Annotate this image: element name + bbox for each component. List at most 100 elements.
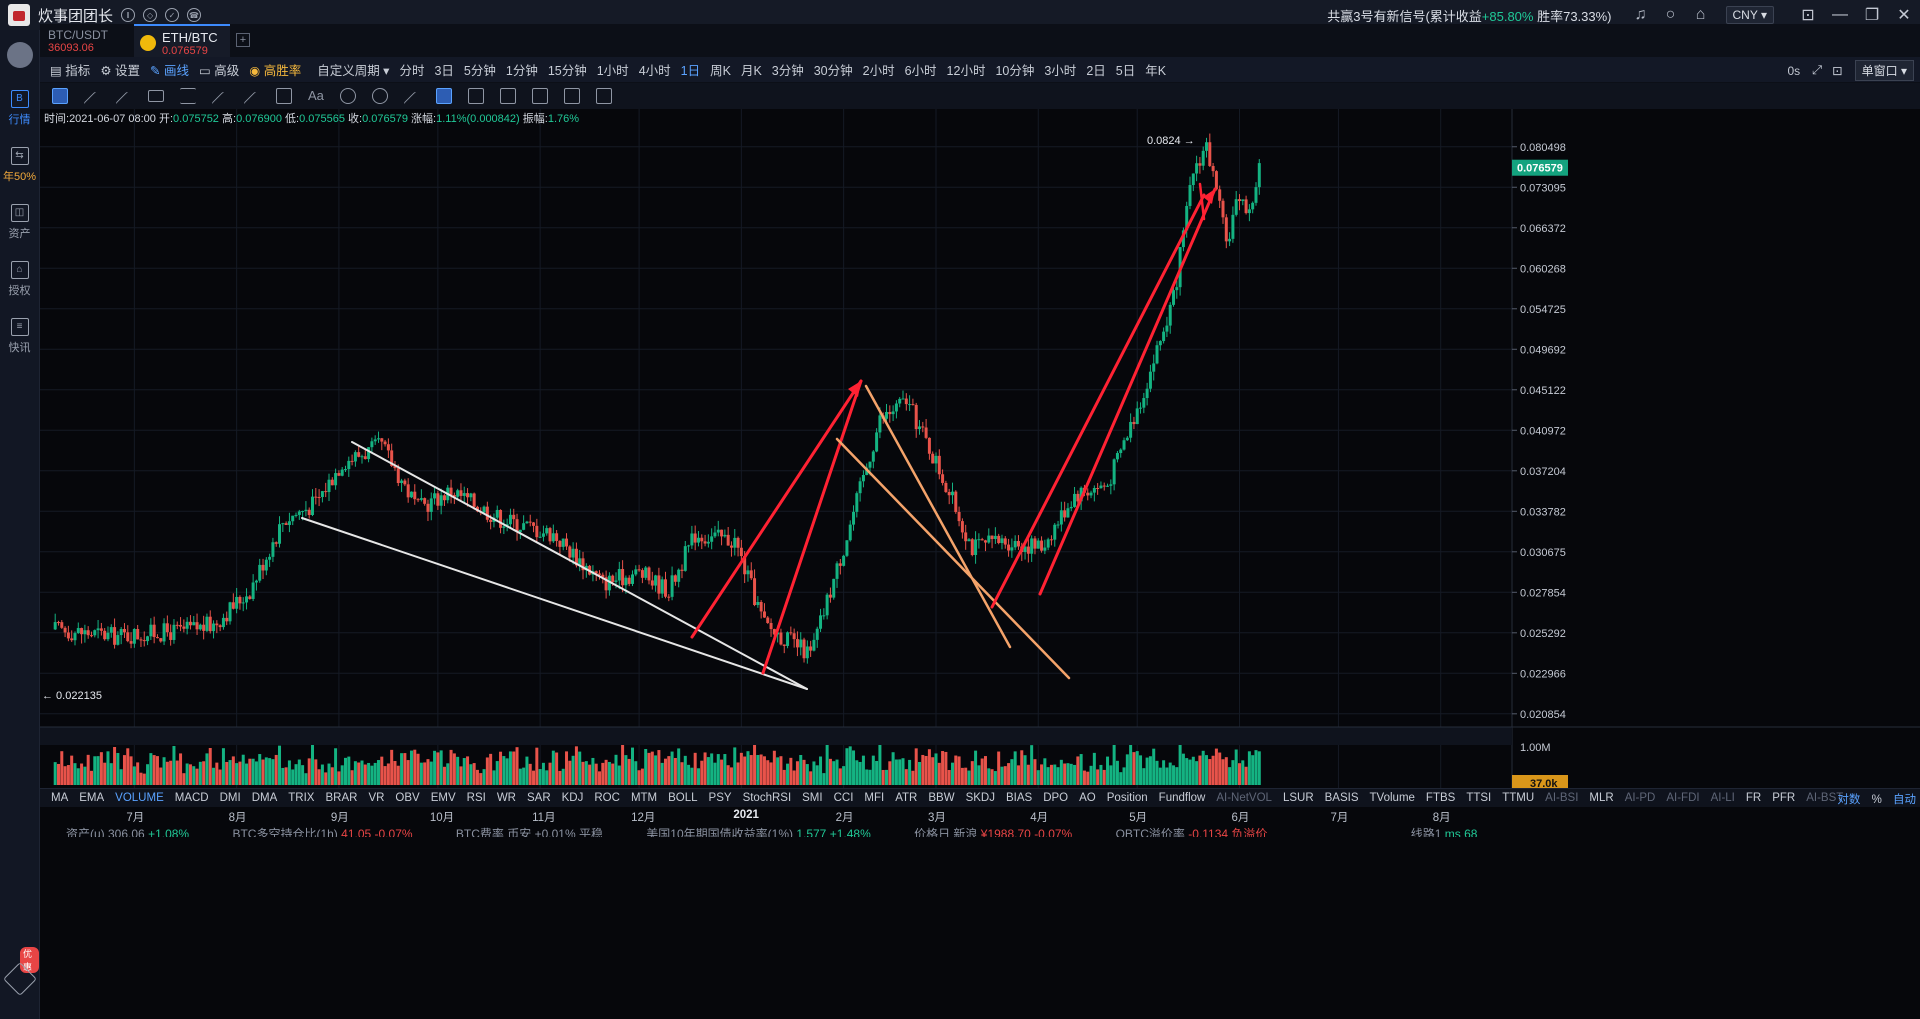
fib-tool-icon[interactable] bbox=[180, 88, 196, 104]
rectangle-tool-icon[interactable] bbox=[148, 90, 164, 102]
indicator-stochrsi[interactable]: StochRSI bbox=[742, 792, 792, 804]
period-18[interactable]: 5日 bbox=[1115, 64, 1136, 78]
period-19[interactable]: 年K bbox=[1145, 64, 1167, 78]
hide-drawings-icon[interactable] bbox=[372, 88, 388, 104]
indicator-volume[interactable]: VOLUME bbox=[115, 792, 164, 804]
winrate-button[interactable]: ◉ 高胜率 bbox=[249, 64, 302, 78]
indicator-vr[interactable]: VR bbox=[368, 792, 385, 804]
period-1[interactable]: 3日 bbox=[434, 64, 454, 78]
period-5[interactable]: 1小时 bbox=[596, 64, 629, 78]
period-6[interactable]: 4小时 bbox=[638, 64, 671, 78]
sidebar-item-assets[interactable]: ◫ 资产 bbox=[0, 204, 39, 241]
indicator-tvolume[interactable]: TVolume bbox=[1369, 792, 1415, 804]
text-tool-icon[interactable]: Aa bbox=[308, 88, 324, 103]
shirt-icon[interactable]: ⌂ bbox=[1695, 6, 1706, 23]
sidebar-item-auth[interactable]: ⌂ 授权 bbox=[0, 261, 39, 298]
indicator-dma[interactable]: DMA bbox=[251, 792, 278, 804]
indicator-roc[interactable]: ROC bbox=[594, 792, 620, 804]
wave-tool-icon[interactable] bbox=[211, 91, 229, 109]
sidebar-item-news[interactable]: ≡ 快讯 bbox=[0, 318, 39, 355]
indicator-position[interactable]: Position bbox=[1106, 792, 1148, 804]
indicator-dpo[interactable]: DPO bbox=[1043, 792, 1069, 804]
indicator-rsi[interactable]: RSI bbox=[466, 792, 486, 804]
indicator-ai-fdi[interactable]: AI-FDI bbox=[1666, 792, 1700, 804]
indicator-mtm[interactable]: MTM bbox=[630, 792, 658, 804]
fullscreen-icon[interactable]: ⊡ bbox=[1801, 7, 1815, 24]
indicator-skdj[interactable]: SKDJ bbox=[965, 792, 995, 804]
indicator-fr[interactable]: FR bbox=[1745, 792, 1762, 804]
period-4[interactable]: 15分钟 bbox=[547, 64, 587, 78]
pattern-tool-icon[interactable] bbox=[243, 91, 261, 109]
crosshair-tool-icon[interactable] bbox=[52, 88, 68, 104]
add-tab-button[interactable]: + bbox=[236, 33, 250, 47]
settings-button[interactable]: ⚙ 设置 bbox=[100, 64, 141, 78]
indicator-wr[interactable]: WR bbox=[496, 792, 516, 804]
copy-icon[interactable] bbox=[532, 88, 548, 104]
ticker-btc-rate[interactable]: BTC费率 币安 bbox=[455, 827, 532, 837]
measure-tool-icon[interactable] bbox=[276, 88, 292, 104]
period-8[interactable]: 周K bbox=[710, 64, 731, 78]
tab-btc-usdt[interactable]: BTC/USDT 36093.06 bbox=[40, 24, 134, 57]
period-9[interactable]: 月K bbox=[740, 64, 762, 78]
signal-notice[interactable]: 共赢3号有新信号(累计收益+85.80% 胜率73.33%) bbox=[1327, 6, 1611, 25]
price-chart[interactable]: 0.0824 →← 0.022135 VOLUMEVOLUME:36,986.7… bbox=[40, 109, 1920, 1019]
bell-icon[interactable]: ♫ bbox=[1634, 6, 1647, 23]
indicator-ai-bsi[interactable]: AI-BSI bbox=[1545, 792, 1579, 804]
indicator-atr[interactable]: ATR bbox=[895, 792, 918, 804]
period-10[interactable]: 3分钟 bbox=[771, 64, 804, 78]
candle-style-icon[interactable] bbox=[468, 88, 484, 104]
indicator-ttmu[interactable]: TTMU bbox=[1502, 792, 1535, 804]
window-mode-select[interactable]: 单窗口 ▾ bbox=[1854, 60, 1914, 81]
period-17[interactable]: 2日 bbox=[1086, 64, 1106, 78]
check-icon[interactable]: ✓ bbox=[165, 8, 180, 22]
ruler-tool-icon[interactable] bbox=[403, 91, 421, 109]
shield-icon[interactable]: ◇ bbox=[143, 8, 158, 22]
expand-icon[interactable]: ⤢ bbox=[1812, 63, 1823, 77]
period-0[interactable]: 分时 bbox=[399, 64, 425, 78]
lock-icon[interactable] bbox=[500, 88, 516, 104]
advanced-button[interactable]: ▭ 高级 bbox=[198, 64, 240, 78]
indicator-lsur[interactable]: LSUR bbox=[1282, 792, 1314, 804]
custom-period-select[interactable]: 自定义周期 ▾ bbox=[317, 64, 390, 78]
close-button[interactable]: ✕ bbox=[1897, 7, 1911, 24]
indicator-bbw[interactable]: BBW bbox=[928, 792, 955, 804]
indicator-ftbs[interactable]: FTBS bbox=[1425, 792, 1456, 804]
ticker-btc-ratio[interactable]: BTC多空持仓比(1h) bbox=[232, 827, 338, 837]
indicator-ai-pd[interactable]: AI-PD bbox=[1624, 792, 1656, 804]
indicator-mfi[interactable]: MFI bbox=[864, 792, 885, 804]
indicators-button[interactable]: ▤ 指标 bbox=[50, 64, 91, 78]
indicator-psy[interactable]: PSY bbox=[708, 792, 732, 804]
indicator-sar[interactable]: SAR bbox=[526, 792, 551, 804]
indicator-ma[interactable]: MA bbox=[51, 792, 69, 804]
indicator-trix[interactable]: TRIX bbox=[288, 792, 315, 804]
sidebar-logo-icon[interactable] bbox=[6, 42, 33, 68]
period-15[interactable]: 10分钟 bbox=[995, 64, 1035, 78]
period-11[interactable]: 30分钟 bbox=[813, 64, 853, 78]
indicator-pfr[interactable]: PFR bbox=[1772, 792, 1796, 804]
indicator-bias[interactable]: BIAS bbox=[1005, 792, 1033, 804]
indicator-dmi[interactable]: DMI bbox=[219, 792, 241, 804]
indicator-kdj[interactable]: KDJ bbox=[561, 792, 584, 804]
search-icon[interactable]: ○ bbox=[1665, 6, 1676, 23]
log-scale-toggle[interactable]: 对数 bbox=[1837, 794, 1861, 806]
indicator-mlr[interactable]: MLR bbox=[1589, 792, 1614, 804]
percent-scale-toggle[interactable]: % bbox=[1871, 794, 1882, 806]
indicator-ao[interactable]: AO bbox=[1079, 792, 1096, 804]
indicator-ai-netvol[interactable]: AI-NetVOL bbox=[1216, 792, 1272, 804]
period-2[interactable]: 5分钟 bbox=[463, 64, 496, 78]
indicator-ai-li[interactable]: AI-LI bbox=[1710, 792, 1735, 804]
edit-icon[interactable] bbox=[564, 88, 580, 104]
period-3[interactable]: 1分钟 bbox=[505, 64, 538, 78]
ticker-assets[interactable]: 资产(u) 306.06 bbox=[66, 827, 145, 837]
tab-eth-btc[interactable]: ETH/BTC 0.076579 bbox=[134, 24, 230, 57]
indicator-brar[interactable]: BRAR bbox=[325, 792, 358, 804]
period-14[interactable]: 12小时 bbox=[946, 64, 986, 78]
trash-icon[interactable] bbox=[596, 88, 612, 104]
indicator-fundflow[interactable]: Fundflow bbox=[1158, 792, 1206, 804]
indicator-boll[interactable]: BOLL bbox=[668, 792, 698, 804]
sidebar-item-annual[interactable]: ⇆ 年50% bbox=[0, 147, 39, 184]
auto-scale-toggle[interactable]: 自动 bbox=[1893, 794, 1916, 806]
indicator-ema[interactable]: EMA bbox=[79, 792, 105, 804]
channel-tool-icon[interactable] bbox=[115, 91, 133, 109]
period-16[interactable]: 3小时 bbox=[1044, 64, 1077, 78]
